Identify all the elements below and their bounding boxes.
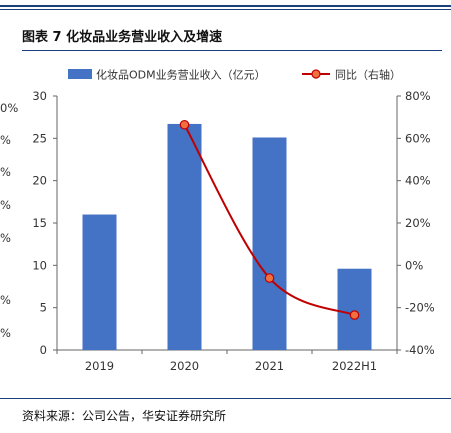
x-tick-label: 2020 [170,359,199,373]
legend-line-marker [311,69,321,79]
y-left-tick-label: 10 [32,258,47,272]
figure-title-text: 化妆品业务营业收入及增速 [66,30,223,45]
y-right-tick-label: -20% [405,301,435,315]
source-note: 资料来源：公司公告，华安证券研究所 [22,409,227,423]
x-tick-label: 2021 [255,359,284,373]
chart: 0%%%%%%% 0 5 10 15 20 25 30 -40% -20% 0% 20% 40% 60%… [0,68,435,374]
left-cut-tick: % [0,165,11,179]
bar [167,123,202,350]
legend-bar-swatch [68,69,92,79]
left-cut-tick: % [0,326,11,340]
left-cut-tick: % [0,231,11,245]
bar [252,137,287,350]
growth-point [264,273,275,283]
figure-title: 图表 7 化妆品业务营业收入及增速 [22,26,222,45]
y-right-tick-label: -40% [405,343,435,357]
y-left-tick-label: 30 [32,89,47,103]
bar [337,268,372,350]
bar [82,214,117,350]
y-left-tick-label: 0 [40,343,47,357]
title-rule [22,50,442,51]
y-left-tick-label: 5 [40,301,47,315]
tick-labels: 0 5 10 15 20 25 30 -40% -20% 0% 20% 40% 60% 80% 2019 20… [32,89,434,373]
y-left-tick-label: 20 [32,174,47,188]
top-rule-thin [0,9,451,10]
growth-line [179,119,360,320]
y-right-tick-label: 60% [405,131,431,145]
growth-point [349,310,360,320]
top-rule [0,5,451,7]
y-right-tick-label: 0% [405,258,423,272]
growth-line-path [183,124,355,317]
y-right-tick-label: 40% [405,174,431,188]
y-left-tick-label: 25 [32,131,47,145]
legend-line-label: 同比（右轴） [335,68,401,82]
bars [82,123,372,350]
y-right-tick-label: 20% [405,216,431,230]
left-cut-tick: % [0,293,11,307]
y-left-tick-label: 15 [32,216,47,230]
figure-label: 图表 7 [22,30,62,45]
x-tick-label: 2022H1 [332,359,377,373]
left-cut-tick: % [0,198,11,212]
legend-bar-label: 化妆品ODM业务营业收入（亿元） [96,68,266,82]
left-cut-ticks: 0%%%%%%% [0,101,18,340]
left-cut-tick: 0% [0,101,18,115]
left-cut-tick: % [0,133,11,147]
growth-point [179,119,190,130]
x-tick-label: 2019 [85,359,114,373]
legend: 化妆品ODM业务营业收入（亿元） 同比（右轴） [68,68,401,82]
bottom-rule [0,398,451,399]
y-right-tick-label: 80% [405,89,431,103]
